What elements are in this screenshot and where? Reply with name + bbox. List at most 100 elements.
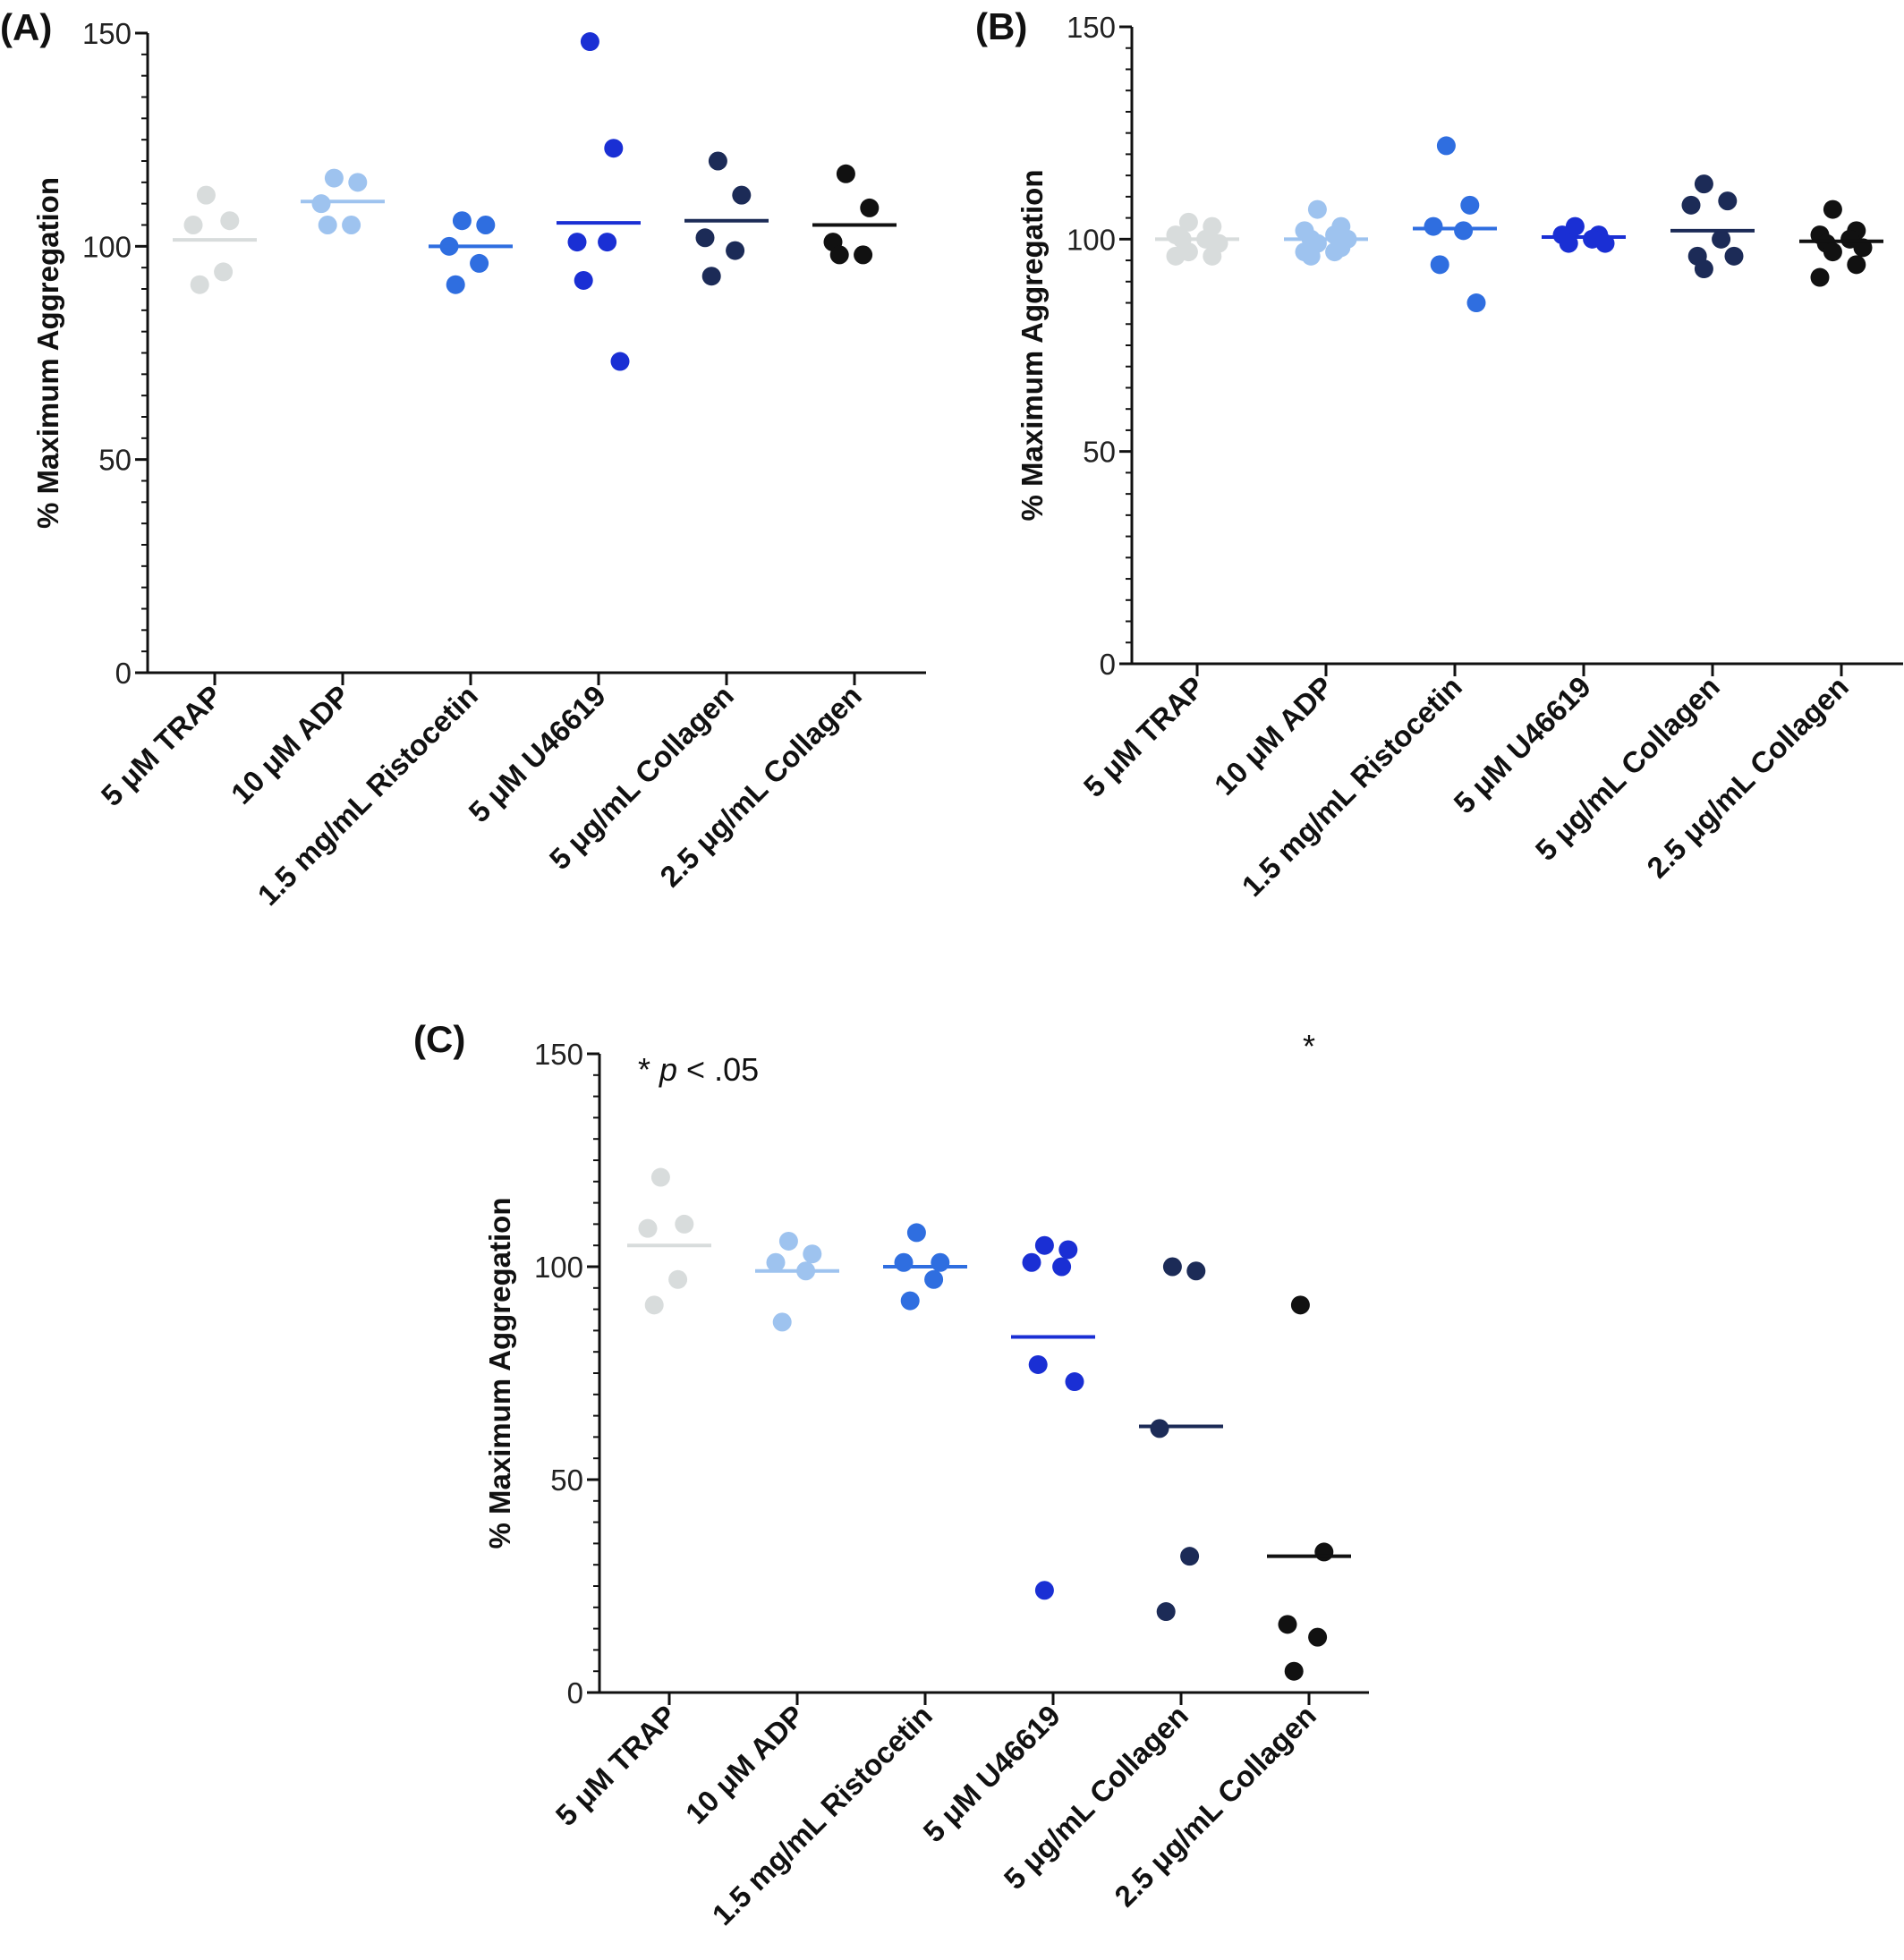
data-point: [1847, 255, 1866, 275]
data-point: [1028, 1354, 1048, 1374]
data-point: [644, 1295, 664, 1315]
significance-note: * p < .05: [638, 1051, 759, 1088]
data-point: [772, 1312, 792, 1332]
data-point: [1325, 242, 1345, 262]
y-tick-label: 0: [1100, 648, 1116, 681]
data-point: [1823, 199, 1842, 219]
data-point: [196, 185, 216, 205]
data-point: [1694, 174, 1713, 194]
data-point: [732, 185, 752, 205]
note-prefix: *: [638, 1051, 659, 1088]
data-point: [829, 245, 849, 265]
chart-panel-3: (C) 0 50 100 150 % Maximum Aggregation 5 μM TR…: [413, 1018, 1369, 1931]
data-point: [1724, 246, 1744, 266]
data-point: [567, 233, 587, 252]
data-point: [1694, 259, 1713, 279]
data-point: [1454, 221, 1474, 241]
data-point: [695, 228, 715, 248]
data-point: [580, 32, 599, 52]
y-tick-label: 50: [98, 444, 132, 477]
data-point: [1278, 1615, 1297, 1634]
y-tick-label: 150: [1067, 11, 1116, 44]
chart-panel-2: (B) 0 50 100 150 % Maximum Aggregation 5 μM TR…: [975, 5, 1903, 903]
data-point: [650, 1167, 670, 1187]
data-point: [1314, 1542, 1334, 1562]
panel-letter: (A): [0, 6, 52, 48]
data-point: [214, 262, 234, 282]
x-category-label: 1.5 mg/mL Ristocetin: [706, 1699, 939, 1931]
data-point: [342, 216, 361, 234]
data-point: [1052, 1257, 1072, 1277]
data-point: [803, 1244, 822, 1264]
data-point: [1466, 293, 1486, 313]
y-tick-label: 50: [550, 1464, 583, 1497]
data-point: [1180, 1547, 1200, 1566]
data-point: [1186, 1261, 1206, 1281]
data-point: [675, 1214, 694, 1234]
data-point: [668, 1269, 688, 1289]
data-point: [1718, 191, 1738, 211]
data-point: [638, 1218, 658, 1238]
y-axis-title: % Maximum Aggregation: [1016, 170, 1049, 522]
y-tick-label: 50: [1083, 436, 1116, 469]
data-point: [1058, 1240, 1078, 1260]
data-point: [1430, 255, 1449, 275]
x-category-label: 1.5 mg/mL Ristocetin: [251, 679, 484, 912]
x-category-label: 1.5 mg/mL Ristocetin: [1236, 670, 1468, 903]
x-category-label: 5 μM TRAP: [549, 1699, 683, 1832]
data-point: [906, 1223, 926, 1243]
x-category-label: 5 μM TRAP: [1077, 670, 1211, 803]
data-point: [604, 139, 624, 158]
data-point: [1308, 1627, 1328, 1647]
y-axis-title: % Maximum Aggregation: [483, 1198, 516, 1549]
data-point: [701, 267, 721, 286]
data-point: [836, 164, 855, 183]
data-point: [1034, 1581, 1054, 1600]
data-point: [1162, 1257, 1182, 1277]
data-point: [860, 198, 880, 217]
y-tick-label: 0: [115, 657, 132, 690]
data-point: [1166, 246, 1186, 266]
data-point: [183, 216, 203, 234]
y-tick-label: 0: [567, 1676, 583, 1710]
data-point: [311, 194, 331, 214]
data-point: [574, 270, 593, 290]
data-point: [348, 173, 368, 192]
data-point: [931, 1252, 950, 1272]
data-point: [452, 211, 472, 231]
x-category-label: 5 μM TRAP: [95, 679, 228, 812]
data-point: [318, 216, 337, 234]
data-point: [1150, 1419, 1169, 1438]
data-point: [924, 1269, 944, 1289]
note-suffix: < .05: [677, 1051, 759, 1088]
data-point: [1301, 246, 1321, 266]
chart-panel-1: (A) 0 50 100 150 % Maximum Aggregation 5 μM TR…: [0, 6, 926, 912]
x-category-label: 10 μM ADP: [679, 1699, 811, 1830]
x-category-label: 10 μM ADP: [1208, 670, 1339, 802]
data-point: [1156, 1602, 1176, 1622]
data-point: [894, 1252, 914, 1272]
data-point: [1436, 136, 1456, 156]
data-point: [324, 168, 344, 188]
data-point: [1307, 199, 1327, 219]
y-tick-label: 100: [82, 230, 132, 263]
data-point: [900, 1291, 920, 1311]
data-point: [598, 233, 617, 252]
data-point: [766, 1252, 786, 1272]
significance-star: *: [1303, 1028, 1315, 1065]
y-axis-title: % Maximum Aggregation: [31, 177, 64, 529]
data-point: [708, 151, 727, 171]
note-italic: p: [659, 1051, 677, 1088]
data-point: [1823, 242, 1842, 262]
panel-letter: (C): [413, 1018, 465, 1060]
data-point: [446, 275, 465, 294]
data-point: [1681, 195, 1701, 215]
data-point: [1034, 1235, 1054, 1255]
data-point: [854, 245, 873, 265]
y-tick-label: 150: [82, 17, 132, 50]
data-point: [1810, 267, 1830, 287]
data-point: [476, 216, 496, 234]
data-point: [1284, 1661, 1304, 1681]
y-tick-label: 150: [534, 1038, 583, 1071]
